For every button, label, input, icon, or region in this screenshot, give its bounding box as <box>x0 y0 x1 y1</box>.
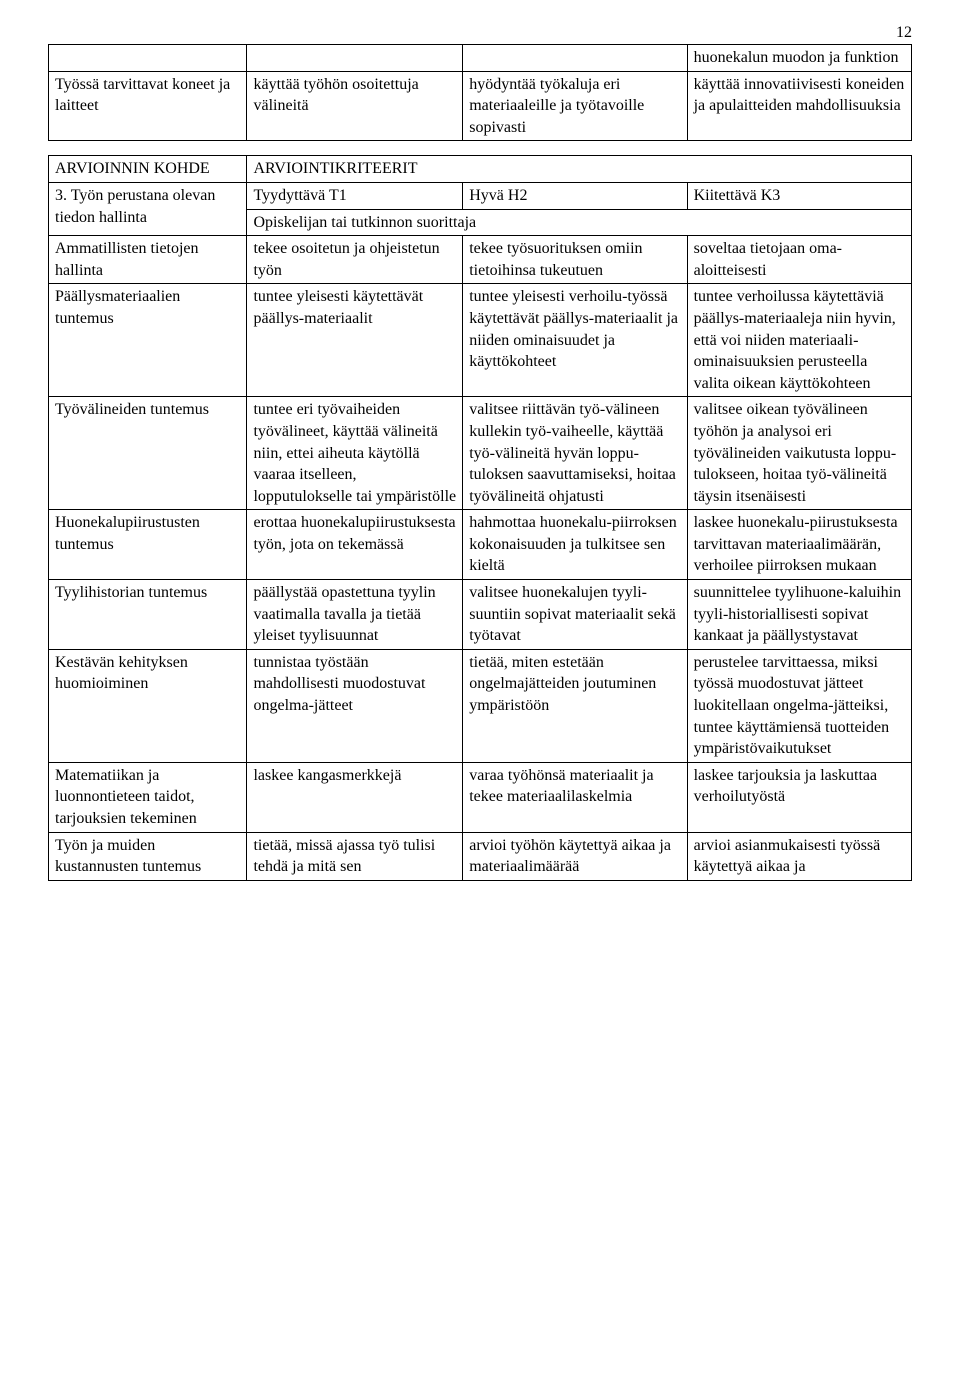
cell: tuntee yleisesti verhoilu-työssä käytett… <box>463 284 687 397</box>
table-row: Tyylihistorian tuntemuspäällystää opaste… <box>49 580 912 650</box>
cell: varaa työhönsä materiaalit ja tekee mate… <box>463 762 687 832</box>
cell: Ammatillisten tietojen hallinta <box>49 236 247 284</box>
cell: Kestävän kehityksen huomioiminen <box>49 649 247 762</box>
cell: Työn ja muiden kustannusten tuntemus <box>49 832 247 880</box>
table-row: ARVIOINNIN KOHDE ARVIOINTIKRITEERIT <box>49 156 912 183</box>
cell: huonekalun muodon ja funktion <box>687 45 911 72</box>
table-row: 3. Työn perustana olevan tiedon hallinta… <box>49 182 912 209</box>
cell: tekee työsuorituksen omiin tietoihinsa t… <box>463 236 687 284</box>
table-row: Työn ja muiden kustannusten tuntemustiet… <box>49 832 912 880</box>
table-row: huonekalun muodon ja funktion <box>49 45 912 72</box>
cell: Matematiikan ja luonnontieteen taidot, t… <box>49 762 247 832</box>
header-kohde: ARVIOINNIN KOHDE <box>49 156 247 183</box>
cell: käyttää työhön osoitettuja välineitä <box>247 71 463 141</box>
cell: Työvälineiden tuntemus <box>49 397 247 510</box>
page: 12 huonekalun muodon ja funktion Työssä … <box>0 0 960 881</box>
cell: Opiskelijan tai tutkinnon suorittaja <box>247 209 912 236</box>
cell: laskee tarjouksia ja laskuttaa verhoilut… <box>687 762 911 832</box>
cell: hyödyntää työkaluja eri materiaaleille j… <box>463 71 687 141</box>
cell <box>49 45 247 72</box>
table-row: Kestävän kehityksen huomioiminentunnista… <box>49 649 912 762</box>
cell: perustelee tarvittaessa, miksi työssä mu… <box>687 649 911 762</box>
cell: suunnittelee tyylihuone-kaluihin tyyli-h… <box>687 580 911 650</box>
cell: Huonekalupiirustusten tuntemus <box>49 510 247 580</box>
cell: valitsee oikean työvälineen työhön ja an… <box>687 397 911 510</box>
cell: 3. Työn perustana olevan tiedon hallinta <box>49 182 247 235</box>
cell: tuntee verhoilussa käytettäviä päällys-m… <box>687 284 911 397</box>
cell: soveltaa tietojaan oma-aloitteisesti <box>687 236 911 284</box>
cell: arvioi asianmukaisesti työssä käytettyä … <box>687 832 911 880</box>
cell: Tyydyttävä T1 <box>247 182 463 209</box>
cell: valitsee huonekalujen tyyli-suuntiin sop… <box>463 580 687 650</box>
cell: tunnistaa työstään mahdollisesti muodost… <box>247 649 463 762</box>
cell: laskee huonekalu-piirustuksesta tarvitta… <box>687 510 911 580</box>
cell: valitsee riittävän työ-välineen kullekin… <box>463 397 687 510</box>
cell: erottaa huonekalupiirustuksesta työn, jo… <box>247 510 463 580</box>
cell: tietää, miten estetään ongelmajätteiden … <box>463 649 687 762</box>
cell: laskee kangasmerkkejä <box>247 762 463 832</box>
cell: päällystää opastettuna tyylin vaatimalla… <box>247 580 463 650</box>
table-row: Päällysmateriaalien tuntemustuntee yleis… <box>49 284 912 397</box>
cell: Päällysmateriaalien tuntemus <box>49 284 247 397</box>
table-row: Matematiikan ja luonnontieteen taidot, t… <box>49 762 912 832</box>
cell <box>463 45 687 72</box>
cell: Tyylihistorian tuntemus <box>49 580 247 650</box>
cell: tekee osoitetun ja ohjeistetun työn <box>247 236 463 284</box>
cell: tuntee eri työvaiheiden työvälineet, käy… <box>247 397 463 510</box>
cell: Hyvä H2 <box>463 182 687 209</box>
cell: tietää, missä ajassa työ tulisi tehdä ja… <box>247 832 463 880</box>
table-row: Huonekalupiirustusten tuntemuserottaa hu… <box>49 510 912 580</box>
table-row: Työvälineiden tuntemustuntee eri työvaih… <box>49 397 912 510</box>
header-kriteerit: ARVIOINTIKRITEERIT <box>247 156 912 183</box>
page-number: 12 <box>48 24 912 42</box>
cell: Työssä tarvittavat koneet ja laitteet <box>49 71 247 141</box>
table-main: ARVIOINNIN KOHDE ARVIOINTIKRITEERIT 3. T… <box>48 155 912 880</box>
table-row: Ammatillisten tietojen hallintatekee oso… <box>49 236 912 284</box>
table-row: Työssä tarvittavat koneet ja laitteet kä… <box>49 71 912 141</box>
cell: hahmottaa huonekalu-piirroksen kokonaisu… <box>463 510 687 580</box>
cell: Kiitettävä K3 <box>687 182 911 209</box>
cell: tuntee yleisesti käytettävät päällys-mat… <box>247 284 463 397</box>
cell: arvioi työhön käytettyä aikaa ja materia… <box>463 832 687 880</box>
table-top: huonekalun muodon ja funktion Työssä tar… <box>48 44 912 141</box>
cell <box>247 45 463 72</box>
cell: käyttää innovatiivisesti koneiden ja apu… <box>687 71 911 141</box>
spacer <box>48 141 912 155</box>
